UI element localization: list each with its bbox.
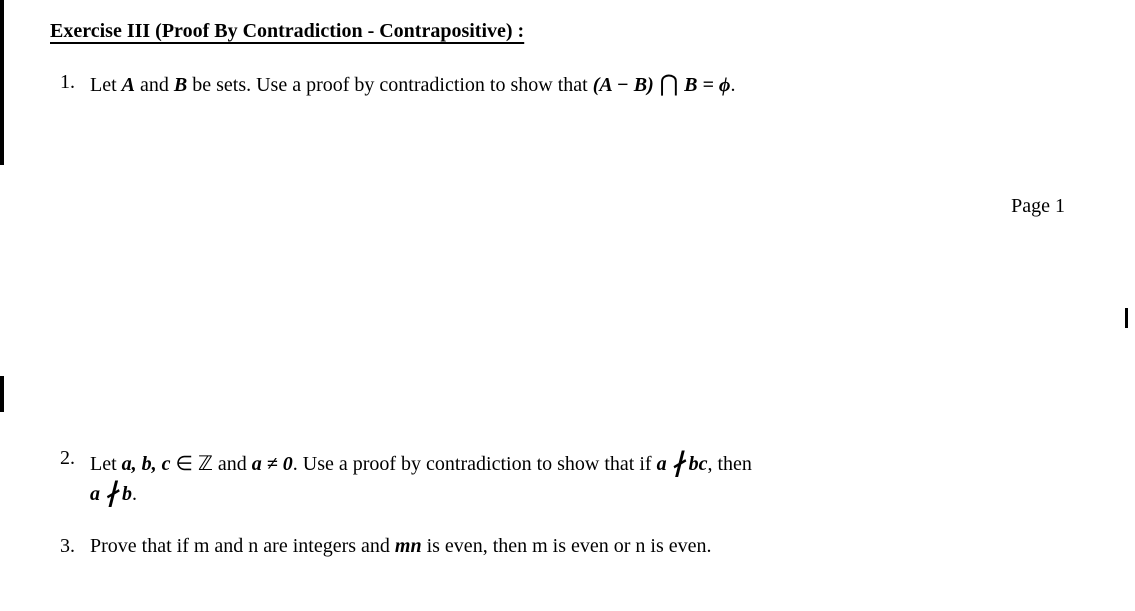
- right-margin-mark: [1125, 308, 1128, 328]
- left-border-segment: [0, 376, 4, 412]
- problem-text: Let A and B be sets. Use a proof by cont…: [90, 74, 735, 96]
- exercise-title: Exercise III (Proof By Contradiction - C…: [50, 20, 1085, 43]
- problem-number: 1.: [60, 71, 75, 94]
- nmid-icon: [105, 477, 117, 507]
- page-number: Page 1: [1011, 195, 1065, 218]
- problem-text: Let a, b, c ∈ ℤ and a ≠ 0. Use a proof b…: [90, 453, 752, 505]
- problem-text: Prove that if m and n are integers and m…: [90, 535, 712, 557]
- problem-1: 1. Let A and B be sets. Use a proof by c…: [80, 71, 1085, 97]
- problem-list: 1. Let A and B be sets. Use a proof by c…: [50, 71, 1085, 558]
- problem-number: 2.: [60, 447, 75, 470]
- problem-number: 3.: [60, 535, 75, 558]
- problem-2: 2. Let a, b, c ∈ ℤ and a ≠ 0. Use a proo…: [80, 447, 1085, 507]
- left-border-segment: [0, 0, 4, 165]
- nmid-icon: [672, 447, 684, 477]
- problem-3: 3. Prove that if m and n are integers an…: [80, 535, 1085, 558]
- page-container: Exercise III (Proof By Contradiction - C…: [50, 20, 1085, 591]
